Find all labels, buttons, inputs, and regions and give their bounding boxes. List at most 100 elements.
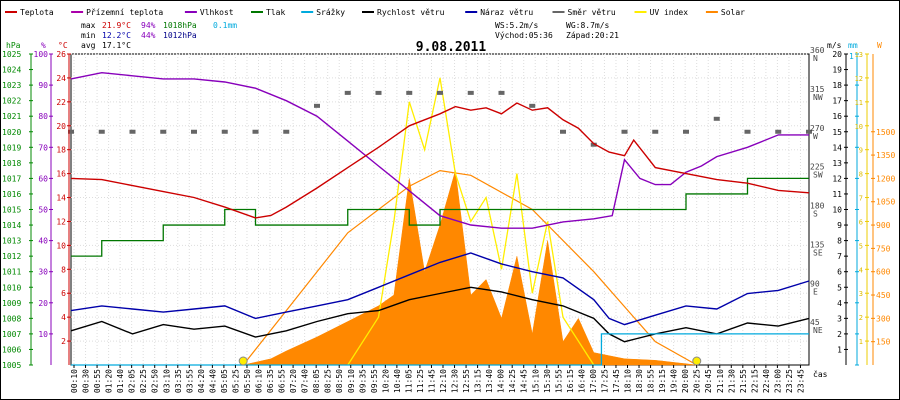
time-tick-label: 18:30 <box>635 369 644 393</box>
humidity-tick-label: 60 <box>38 174 48 183</box>
chart-title: 9.08.2011 <box>416 40 487 55</box>
pressure-tick-label: 1013 <box>2 237 21 246</box>
wind-direction-mark <box>283 129 290 134</box>
humidity-tick-label: 20 <box>38 299 48 308</box>
time-tick-label: 03:35 <box>174 369 183 393</box>
pressure-tick-label: 1014 <box>2 221 21 230</box>
pressure-tick-label: 1016 <box>2 190 21 199</box>
time-tick-label: 17:45 <box>612 369 621 393</box>
uv-tick-label: 8 <box>859 171 863 179</box>
pressure-tick-label: 1012 <box>2 252 21 261</box>
stat-max-rain: 0.1mm <box>213 21 237 30</box>
time-tick-label: 10:20 <box>381 369 390 393</box>
wind-direction-mark <box>221 129 228 134</box>
pressure-unit: hPa <box>6 41 21 50</box>
rain-unit: mm <box>848 41 858 50</box>
wind-tick-label: 13 <box>832 159 842 168</box>
uv-tick-label: 12 <box>855 75 863 83</box>
temperature-tick-label: 14 <box>56 194 66 203</box>
pressure-tick-label: 1017 <box>2 174 21 183</box>
time-tick-label: 14:00 <box>497 369 506 393</box>
stat-max-label: max <box>81 21 96 30</box>
axes-layer: 1005100610071008100910101011101210131014… <box>2 41 895 393</box>
solar-unit: W <box>877 41 882 50</box>
legend-label: Rychlost větru <box>377 8 445 17</box>
time-tick-label: 21:30 <box>727 369 736 393</box>
solar-tick-label: 1050 <box>876 198 895 207</box>
wind-tick-label: 10 <box>832 206 842 215</box>
time-tick-label: 18:55 <box>647 369 656 393</box>
legend-label: Směr větru <box>568 8 616 17</box>
sunrise-info: Východ:05:36 <box>495 31 553 40</box>
humidity-line <box>70 71 809 229</box>
time-tick-label: 00:55 <box>93 369 102 393</box>
temperature-tick-label: 20 <box>56 122 66 131</box>
sun-marker-icon <box>238 356 248 366</box>
time-tick-label: 13:40 <box>485 369 494 393</box>
humidity-tick-label: 40 <box>38 237 48 246</box>
legend-label: UV index <box>650 8 689 17</box>
time-tick-label: 07:40 <box>301 369 310 393</box>
wind-direction-mark <box>652 129 659 134</box>
wind-direction-mark <box>129 129 136 134</box>
time-tick-label: 05:25 <box>231 369 240 393</box>
wind-direction-mark <box>252 129 259 134</box>
pressure-tick-label: 1009 <box>2 299 21 308</box>
time-tick-label: 02:25 <box>139 369 148 393</box>
time-tick-label: 09:55 <box>370 369 379 393</box>
time-tick-label: 14:45 <box>520 369 529 393</box>
legend-label: Solar <box>721 8 745 17</box>
time-tick-label: 17:25 <box>600 369 609 393</box>
solar-tick-label: 900 <box>876 221 891 230</box>
time-tick-label: 03:10 <box>162 369 171 393</box>
sun-marker-icon <box>692 356 702 366</box>
wind-tick-label: 11 <box>832 190 842 199</box>
pressure-tick-label: 1008 <box>2 314 21 323</box>
time-tick-label: 08:50 <box>335 369 344 393</box>
time-tick-label: 19:15 <box>658 369 667 393</box>
wind-tick-label: 17 <box>832 97 842 106</box>
pressure-tick-label: 1022 <box>2 97 21 106</box>
wind-tick-label: 14 <box>832 143 842 152</box>
time-tick-label: 23:00 <box>773 369 782 393</box>
stat-max-hum: 94% <box>141 21 156 30</box>
temperature-line <box>70 102 810 219</box>
wind-tick-label: 8 <box>837 237 842 246</box>
time-tick-label: 20:25 <box>693 369 702 393</box>
pressure-tick-label: 1006 <box>2 345 21 354</box>
wind-direction-mark <box>98 129 105 134</box>
wind-gust-info: WG:8.7m/s <box>566 21 610 30</box>
time-tick-label: 13:15 <box>474 369 483 393</box>
wind-direction-mark <box>744 129 751 134</box>
time-tick-label: 21:10 <box>716 369 725 393</box>
wind-direction-mark <box>560 129 566 134</box>
pressure-tick-label: 1018 <box>2 159 21 168</box>
direction-tick-label: 225 <box>810 163 825 172</box>
wind-direction-mark <box>713 116 720 121</box>
stat-avg-label: avg <box>81 41 96 50</box>
pressure-tick-label: 1023 <box>2 81 21 90</box>
direction-name-label: SW <box>813 171 823 180</box>
uv-tick-label: 4 <box>859 266 863 274</box>
time-tick-label: 21:55 <box>739 369 748 393</box>
wind-tick-label: 18 <box>832 81 842 90</box>
uv-tick-label: 7 <box>859 195 863 203</box>
stat-max-press: 1018hPa <box>163 21 197 30</box>
pressure-tick-label: 1020 <box>2 128 21 137</box>
wind-tick-label: 12 <box>832 174 842 183</box>
time-tick-label: 20:00 <box>681 369 690 393</box>
legend-label: Srážky <box>316 8 345 17</box>
direction-tick-label: 45 <box>810 318 820 327</box>
wind-unit: m/s <box>827 41 842 50</box>
time-tick-label: 20:45 <box>704 369 713 393</box>
temperature-tick-label: 4 <box>61 313 66 322</box>
wind-gust-line <box>70 252 810 326</box>
wind-direction-mark <box>344 90 351 95</box>
uv-tick-label: 1 <box>859 338 863 346</box>
temperature-tick-label: 2 <box>61 337 66 346</box>
wind-speed-line <box>70 286 810 343</box>
pressure-tick-label: 1024 <box>2 66 21 75</box>
time-tick-label: 22:15 <box>750 369 759 393</box>
time-tick-label: 15:30 <box>543 369 552 393</box>
pressure-tick-label: 1010 <box>2 283 21 292</box>
